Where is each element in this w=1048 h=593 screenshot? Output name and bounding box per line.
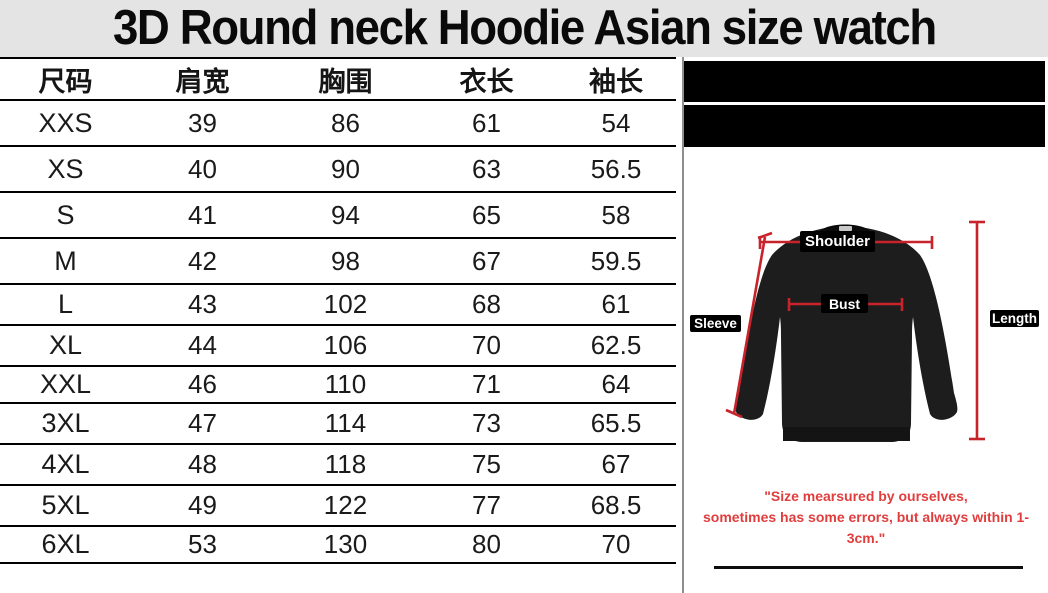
col-header-bust: 胸围 [318,66,373,97]
table-row-5xl: 5XL 49 122 77 68.5 [0,485,676,526]
table-row-xxs: XXS 39 86 61 54 [0,100,676,146]
length-arrow [969,220,985,441]
disclaimer-line-1: "Size mearsured by ourselves, [764,488,968,504]
hoodie-silhouette [735,226,958,442]
collar-tag [839,226,852,231]
table-row-3xl: 3XL 47 114 73 65.5 [0,403,676,444]
hoodie-measurement-diagram [725,220,985,442]
size-table-header-row: 尺码 肩宽 胸围 衣长 袖长 [0,58,676,100]
length-label: Length [990,310,1039,327]
disclaimer-line-2: sometimes has some errors, but always wi… [703,509,1029,546]
col-header-garment-length: 衣长 [459,66,514,97]
shoulder-label: Shoulder [800,231,875,252]
table-row-xl: XL 44 106 70 62.5 [0,325,676,366]
measurement-diagram-panel: Shoulder Bust Sleeve Length "Size mearsu… [682,57,1048,593]
bust-label: Bust [821,294,868,313]
page-title: 3D Round neck Hoodie Asian size watch [112,1,937,55]
table-row-m: M 42 98 67 59.5 [0,238,676,284]
table-row-xxl: XXL 46 110 71 64 [0,366,676,403]
sleeve-label: Sleeve [690,315,741,332]
hoodie-hem-band [783,427,910,441]
size-table: 尺码 肩宽 胸围 衣长 袖长 XXS 39 86 61 54 XS 40 90 … [0,57,676,564]
col-header-shoulder-width: 肩宽 [175,66,230,97]
black-banner-top [684,61,1045,102]
black-banner-bottom [684,105,1045,147]
col-header-size: 尺码 [38,66,93,97]
size-disclaimer: "Size mearsured by ourselves, sometimes … [684,486,1048,549]
table-row-4xl: 4XL 48 118 75 67 [0,444,676,485]
table-row-l: L 43 102 68 61 [0,284,676,325]
table-row-xs: XS 40 90 63 56.5 [0,146,676,192]
sleeve-arrow [725,231,773,419]
title-bar: 3D Round neck Hoodie Asian size watch [0,0,1048,57]
table-row-s: S 41 94 65 58 [0,192,676,238]
table-row-6xl: 6XL 53 130 80 70 [0,526,676,563]
divider-line [714,566,1023,569]
col-header-sleeve-length: 袖长 [589,66,643,97]
